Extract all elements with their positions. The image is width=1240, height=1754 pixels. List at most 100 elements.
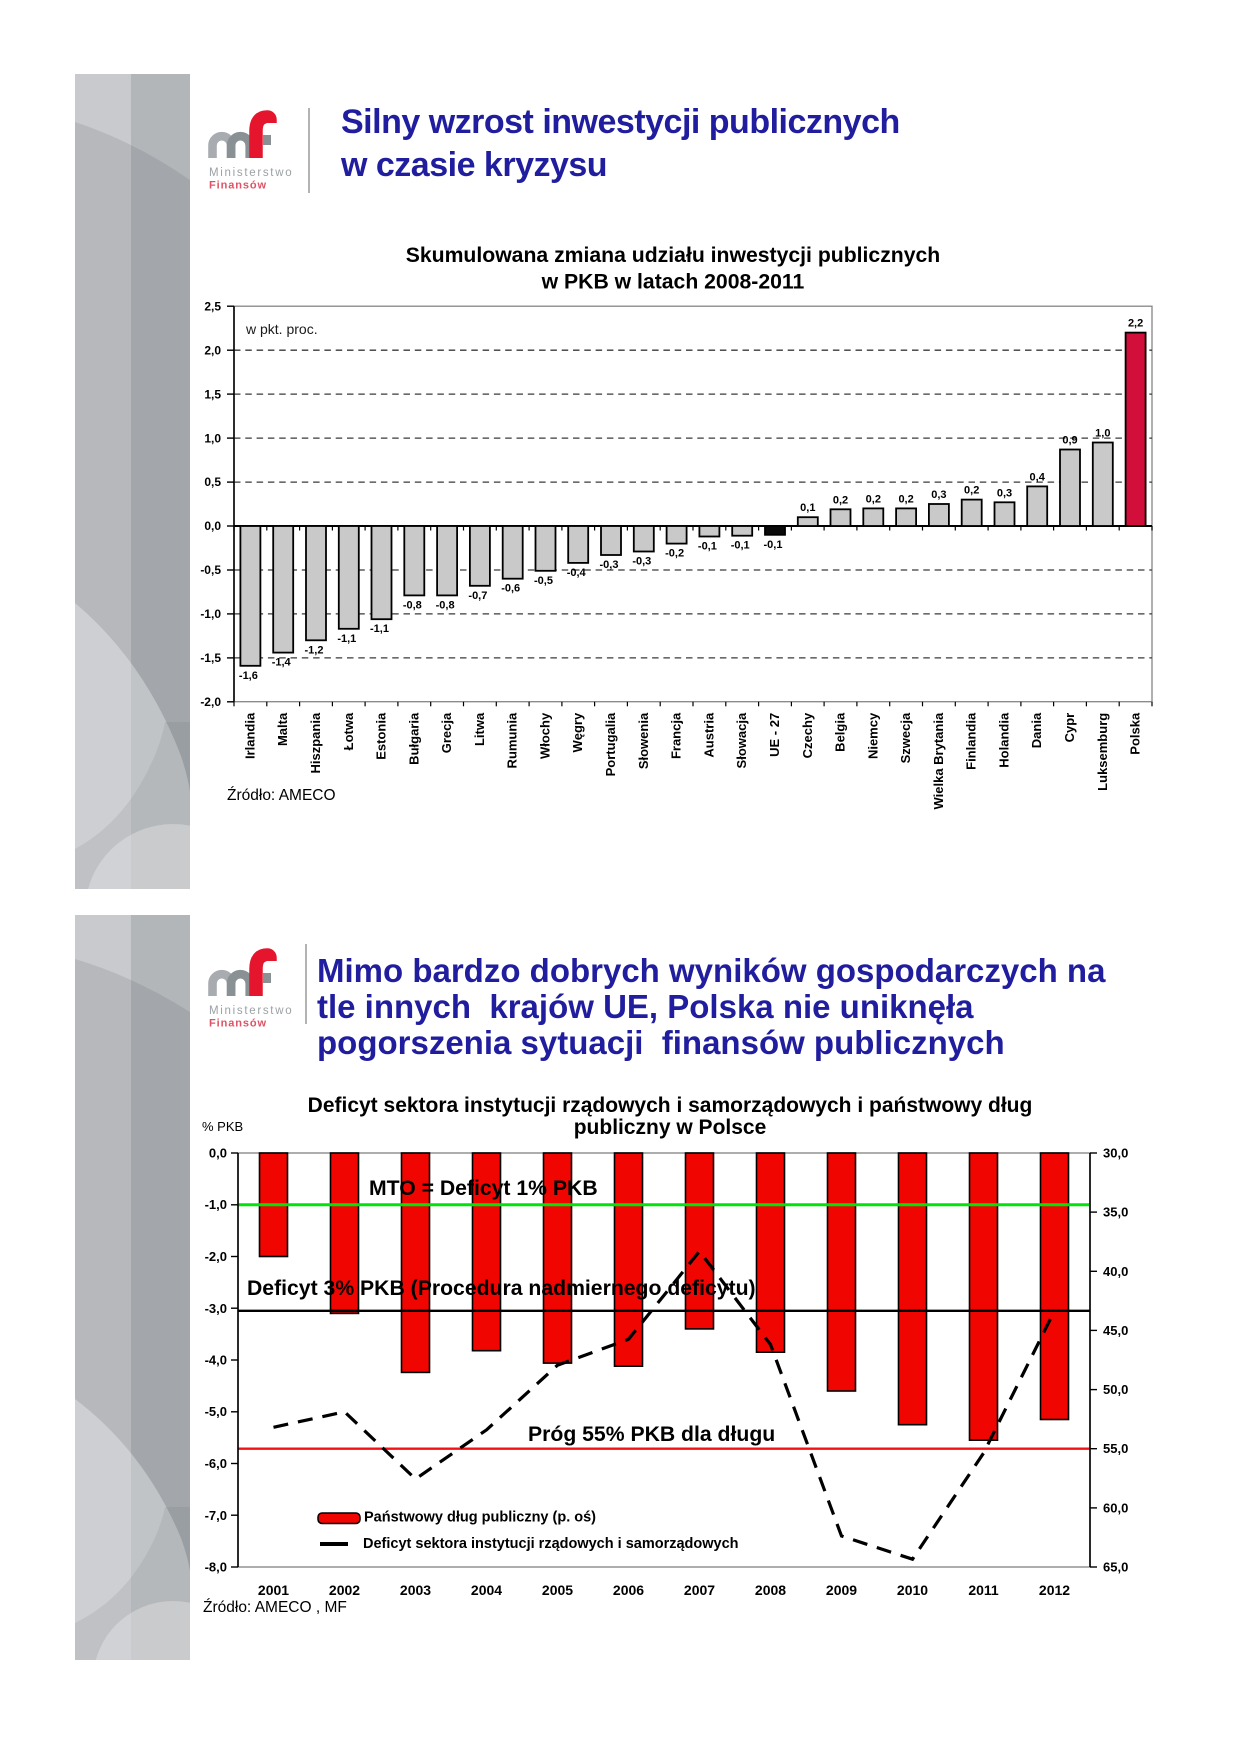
svg-text:Francja: Francja: [669, 712, 684, 759]
svg-text:UE - 27: UE - 27: [767, 713, 782, 757]
svg-text:2012: 2012: [1039, 1582, 1070, 1598]
svg-text:-0,8: -0,8: [436, 599, 455, 611]
svg-text:2006: 2006: [613, 1582, 644, 1598]
svg-text:2002: 2002: [329, 1582, 360, 1598]
svg-text:Belgia: Belgia: [833, 712, 848, 752]
svg-text:1,0: 1,0: [204, 431, 221, 445]
svg-text:Holandia: Holandia: [997, 712, 1012, 768]
svg-text:Słowenia: Słowenia: [636, 712, 651, 769]
svg-text:Wielka Brytania: Wielka Brytania: [931, 712, 946, 809]
svg-text:Cypr: Cypr: [1062, 713, 1077, 743]
svg-text:1,5: 1,5: [204, 387, 221, 401]
svg-text:-0,2: -0,2: [665, 548, 684, 560]
svg-text:0,2: 0,2: [898, 493, 913, 505]
svg-text:-1,0: -1,0: [200, 607, 221, 621]
svg-text:Ministerstwo: Ministerstwo: [209, 1005, 293, 1017]
svg-text:55,0: 55,0: [1103, 1441, 1128, 1456]
svg-text:Dania: Dania: [1029, 712, 1044, 748]
svg-text:2008: 2008: [755, 1582, 786, 1598]
svg-text:Irlandia: Irlandia: [242, 712, 257, 759]
svg-text:Luksemburg: Luksemburg: [1095, 713, 1110, 791]
svg-text:-0,8: -0,8: [403, 599, 422, 611]
svg-text:-0,7: -0,7: [468, 590, 487, 602]
svg-text:Włochy: Włochy: [538, 712, 553, 759]
svg-text:-4,0: -4,0: [205, 1353, 227, 1368]
svg-text:0,2: 0,2: [866, 493, 881, 505]
svg-text:w pkt. proc.: w pkt. proc.: [245, 321, 318, 337]
svg-text:Ministerstwo: Ministerstwo: [209, 167, 293, 179]
svg-text:Niemcy: Niemcy: [865, 712, 880, 759]
svg-text:2010: 2010: [897, 1582, 928, 1598]
svg-text:1,0: 1,0: [1095, 428, 1110, 440]
svg-text:2001: 2001: [258, 1582, 289, 1598]
svg-text:0,0: 0,0: [204, 519, 221, 533]
svg-text:Estonia: Estonia: [374, 712, 389, 760]
svg-text:w PKB w latach 2008-2011: w PKB w latach 2008-2011: [541, 271, 805, 294]
svg-text:-6,0: -6,0: [205, 1456, 227, 1471]
svg-text:Deficyt 3% PKB (Procedura nadm: Deficyt 3% PKB (Procedura nadmiernego de…: [247, 1277, 756, 1300]
svg-text:45,0: 45,0: [1103, 1323, 1128, 1338]
svg-text:Litwa: Litwa: [472, 712, 487, 746]
svg-text:2,5: 2,5: [204, 299, 221, 313]
svg-text:Źródło: AMECO: Źródło: AMECO: [227, 787, 336, 804]
svg-text:Słowacja: Słowacja: [734, 712, 749, 768]
svg-text:2007: 2007: [684, 1582, 715, 1598]
svg-text:0,2: 0,2: [833, 494, 848, 506]
svg-text:0,3: 0,3: [997, 487, 1012, 499]
svg-text:-0,1: -0,1: [731, 540, 750, 552]
svg-text:-1,6: -1,6: [239, 670, 258, 682]
svg-text:0,1: 0,1: [800, 502, 815, 514]
svg-text:65,0: 65,0: [1103, 1560, 1128, 1575]
svg-text:Malta: Malta: [275, 712, 290, 746]
svg-text:Finlandia: Finlandia: [964, 712, 979, 770]
svg-text:2011: 2011: [968, 1582, 999, 1598]
svg-text:-3,0: -3,0: [205, 1301, 227, 1316]
svg-text:publiczny w Polsce: publiczny w Polsce: [574, 1116, 767, 1139]
svg-text:Finansów: Finansów: [209, 1018, 267, 1030]
svg-text:-2,0: -2,0: [200, 695, 221, 709]
svg-text:-0,3: -0,3: [600, 559, 619, 571]
svg-text:Deficyt sektora instytucji rzą: Deficyt sektora instytucji rządowych i s…: [363, 1536, 739, 1552]
svg-text:Deficyt sektora instytucji rzą: Deficyt sektora instytucji rządowych i s…: [308, 1094, 1033, 1117]
svg-text:Bułgaria: Bułgaria: [406, 712, 421, 765]
svg-text:0,4: 0,4: [1030, 471, 1046, 483]
svg-text:Portugalia: Portugalia: [603, 712, 618, 776]
svg-text:2,0: 2,0: [204, 343, 221, 357]
svg-text:2,2: 2,2: [1128, 318, 1143, 330]
svg-text:-0,6: -0,6: [501, 583, 520, 595]
svg-text:-8,0: -8,0: [205, 1560, 227, 1575]
svg-text:Grecja: Grecja: [439, 712, 454, 753]
svg-text:-5,0: -5,0: [205, 1404, 227, 1419]
svg-text:Węgry: Węgry: [570, 712, 585, 753]
svg-text:30,0: 30,0: [1103, 1146, 1128, 1161]
svg-text:-1,5: -1,5: [200, 651, 221, 665]
svg-text:Polska: Polska: [1128, 712, 1143, 755]
svg-text:-1,1: -1,1: [370, 623, 389, 635]
svg-text:2005: 2005: [542, 1582, 573, 1598]
svg-text:% PKB: % PKB: [202, 1119, 243, 1134]
svg-text:-0,4: -0,4: [567, 567, 587, 579]
svg-text:40,0: 40,0: [1103, 1264, 1128, 1279]
svg-text:Skumulowana zmiana udziału inw: Skumulowana zmiana udziału inwestycji pu…: [406, 244, 941, 267]
svg-text:-1,0: -1,0: [205, 1197, 227, 1212]
svg-text:Źródło: AMECO , MF: Źródło: AMECO , MF: [203, 1599, 347, 1616]
svg-text:Państwowy dług publiczny (p. o: Państwowy dług publiczny (p. oś): [364, 1510, 596, 1526]
svg-text:-2,0: -2,0: [205, 1249, 227, 1264]
svg-text:-0,5: -0,5: [534, 575, 553, 587]
svg-text:-1,1: -1,1: [337, 633, 356, 645]
svg-text:2009: 2009: [826, 1582, 857, 1598]
svg-text:0,0: 0,0: [209, 1146, 227, 1161]
svg-text:35,0: 35,0: [1103, 1205, 1128, 1220]
svg-text:Szwecja: Szwecja: [898, 712, 913, 763]
svg-text:Próg 55% PKB dla długu: Próg 55% PKB dla długu: [528, 1423, 775, 1446]
svg-text:-1,2: -1,2: [305, 644, 324, 656]
svg-text:MTO = Deficyt 1% PKB: MTO = Deficyt 1% PKB: [369, 1177, 598, 1200]
svg-text:Austria: Austria: [701, 712, 716, 758]
svg-text:-0,1: -0,1: [698, 541, 717, 553]
svg-text:-0,1: -0,1: [764, 539, 783, 551]
svg-text:0,9: 0,9: [1062, 435, 1077, 447]
svg-text:50,0: 50,0: [1103, 1382, 1128, 1397]
svg-text:-0,3: -0,3: [632, 556, 651, 568]
svg-text:0,3: 0,3: [931, 489, 946, 501]
svg-text:-0,5: -0,5: [200, 563, 221, 577]
